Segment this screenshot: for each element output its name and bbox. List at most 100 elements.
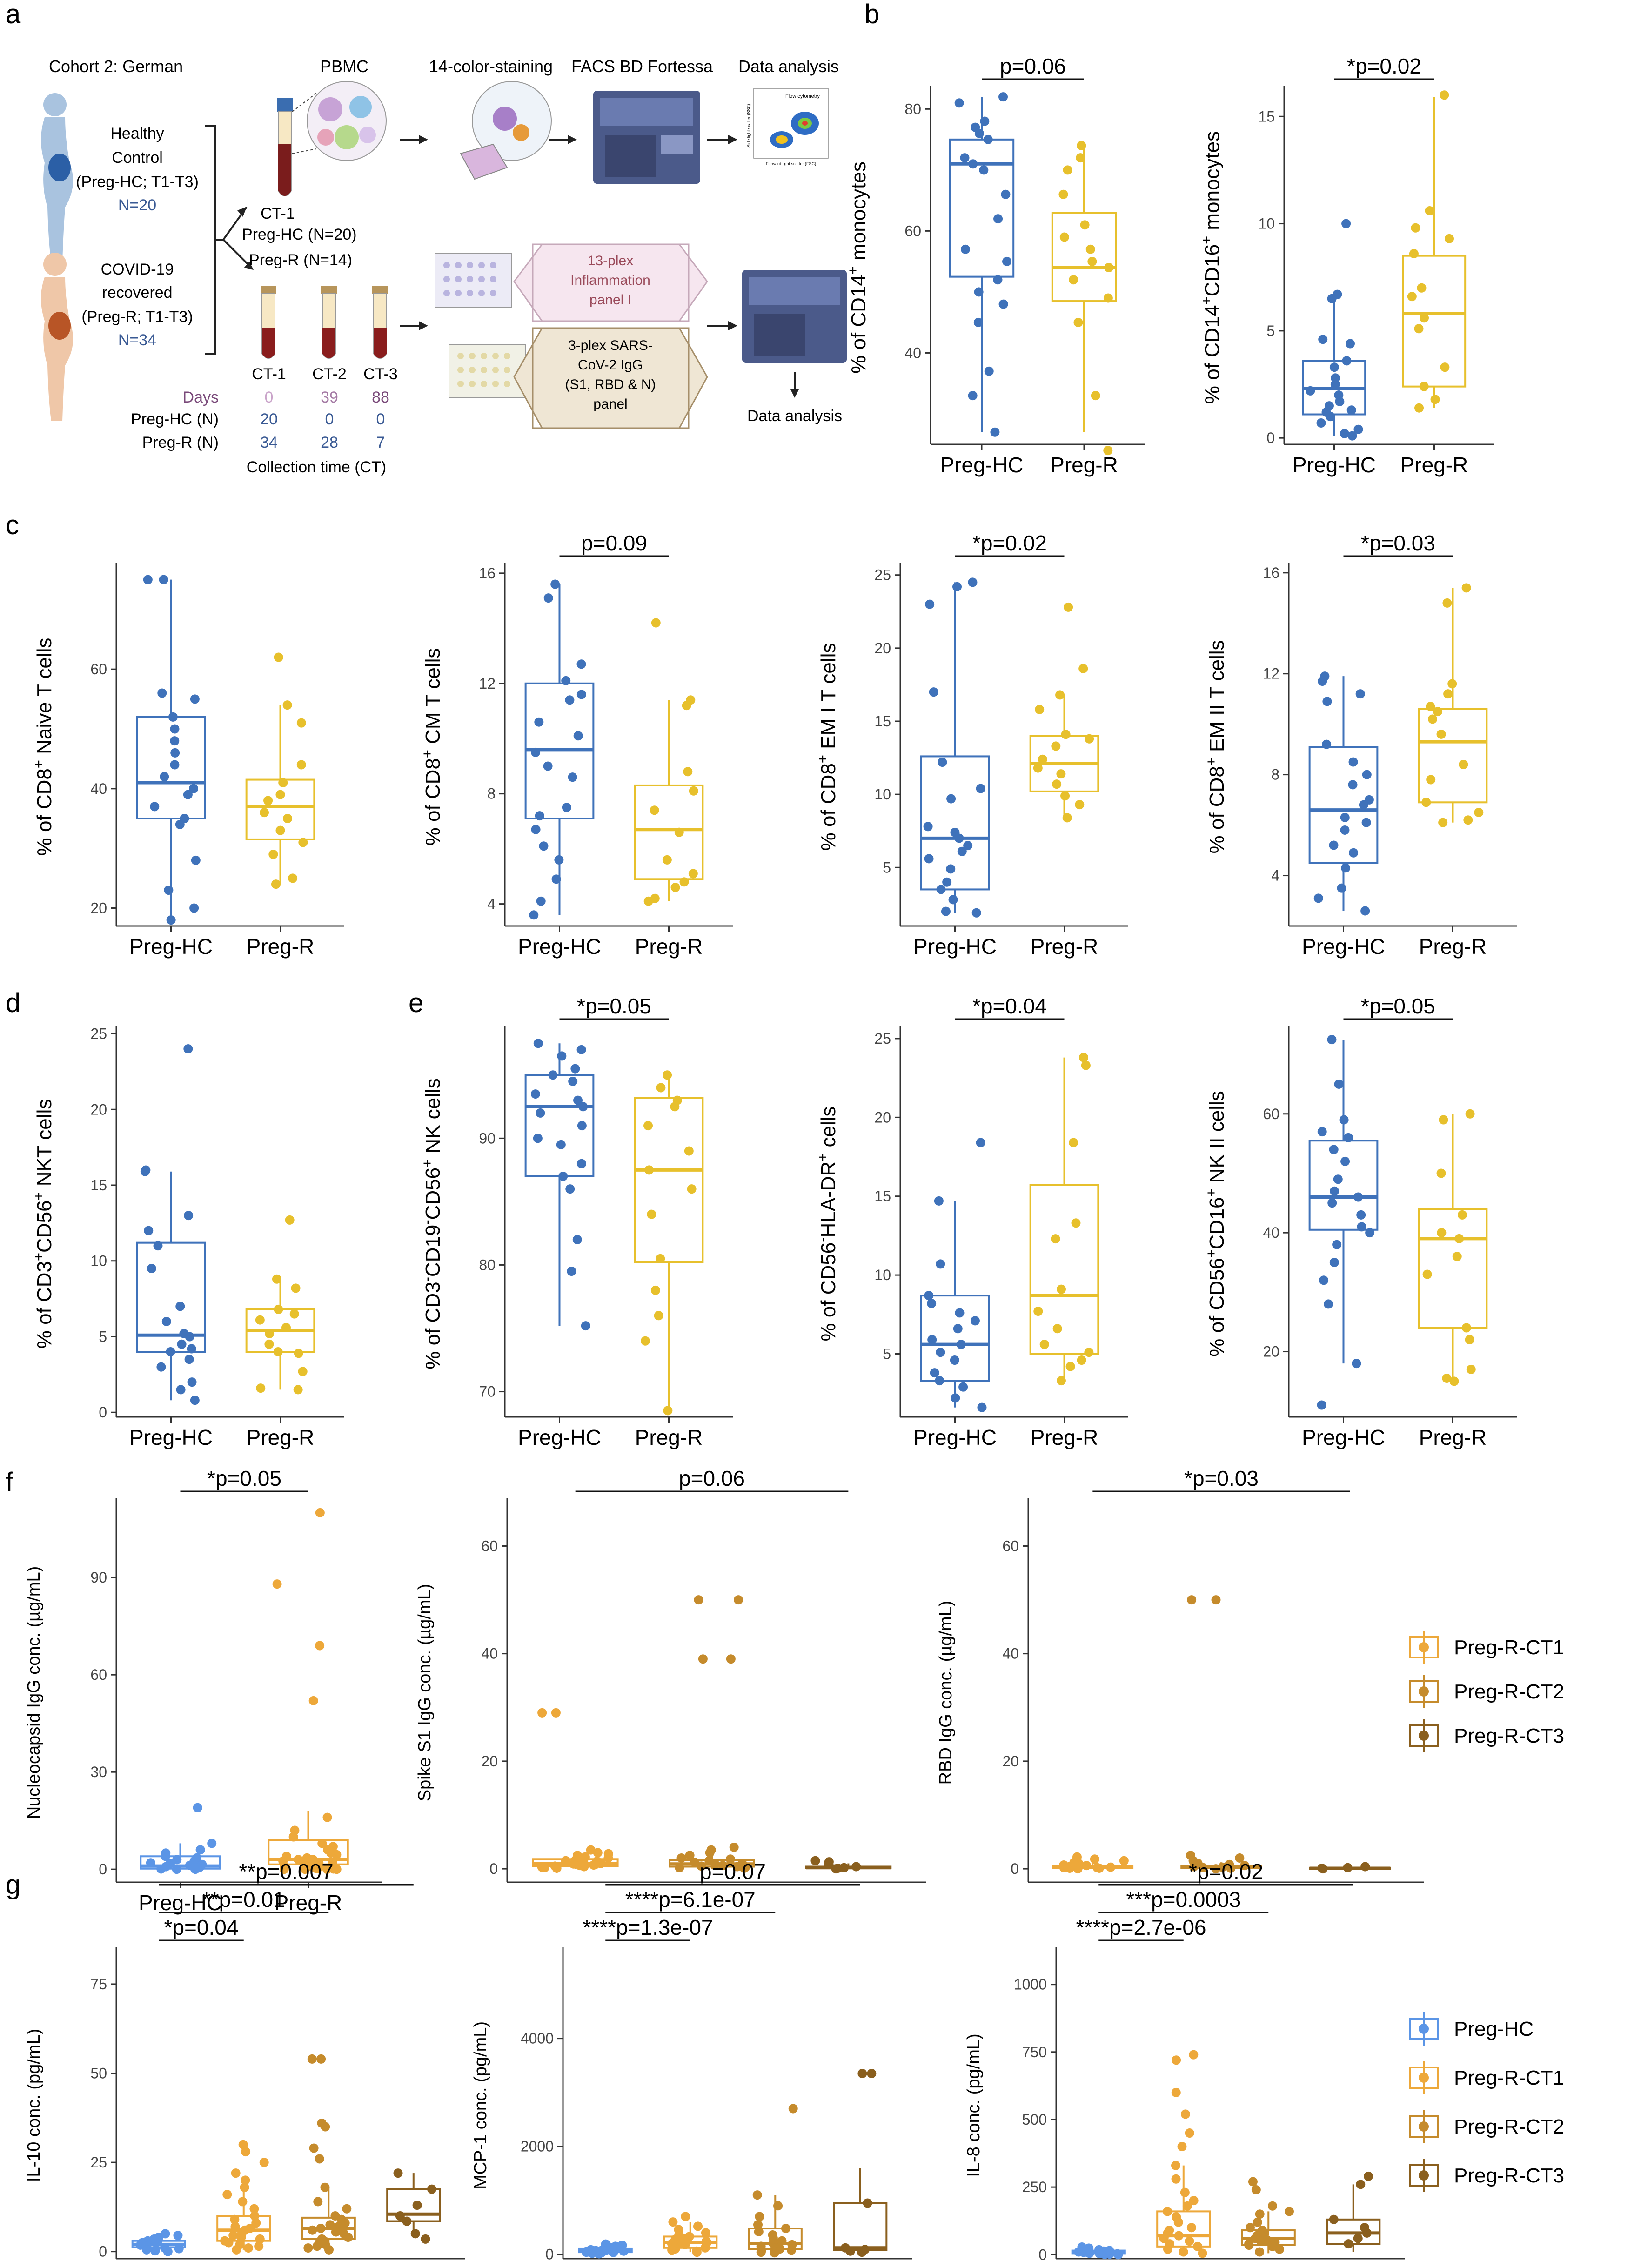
y-axis-label: RBD IgG conc. (µg/mL) <box>936 1601 956 1785</box>
y-axis-label: % of CD8+ Naive T cells <box>30 638 56 856</box>
chart-mcp1: 0 2000 4000 MCP-1 conc. (pg/mL) ****p=1.3e-0… <box>471 1859 912 2263</box>
y-tick-label: 16 <box>1263 564 1279 581</box>
svg-text:20: 20 <box>260 410 278 428</box>
data-point <box>307 2054 317 2064</box>
data-point <box>1240 1861 1250 1871</box>
data-point <box>946 794 956 804</box>
data-point <box>191 855 201 865</box>
data-point <box>1073 317 1083 327</box>
data-point <box>1339 1115 1349 1125</box>
data-point <box>150 2246 160 2256</box>
data-point <box>536 1108 545 1118</box>
data-point <box>1356 2180 1366 2189</box>
data-point <box>536 896 546 906</box>
data-point <box>998 92 1008 102</box>
data-point <box>1345 339 1355 349</box>
data-point <box>1060 791 1070 801</box>
data-point <box>552 1863 562 1873</box>
y-tick-label: 20 <box>481 1753 498 1770</box>
y-tick-label: 60 <box>1263 1106 1279 1122</box>
data-point <box>929 687 938 697</box>
data-point <box>1163 2244 1172 2254</box>
data-point <box>402 2216 412 2226</box>
y-axis-label: IL-8 conc. (pg/mL) <box>964 2033 984 2177</box>
data-point <box>144 1226 154 1235</box>
data-point <box>934 1196 944 1206</box>
x-tick-label: Preg-R <box>635 1425 703 1449</box>
data-point <box>1327 1198 1337 1208</box>
data-point <box>1065 1863 1074 1873</box>
luminex-machine-icon <box>742 270 847 363</box>
p-value-label: ****p=1.3e-07 <box>583 1915 713 1939</box>
data-point <box>979 165 989 175</box>
data-point <box>573 731 583 741</box>
data-point <box>1056 769 1066 779</box>
data-point <box>1360 1862 1370 1872</box>
data-point <box>973 317 983 327</box>
data-point <box>274 1304 283 1314</box>
data-point <box>177 1339 187 1349</box>
data-point <box>1322 697 1332 706</box>
y-axis-label: % of CD8+ EM I T cells <box>814 643 840 851</box>
svg-text:panel I: panel I <box>589 292 631 308</box>
data-point <box>1079 1053 1089 1062</box>
data-point <box>174 2244 184 2254</box>
data-point <box>222 2190 232 2200</box>
data-point <box>1327 1035 1337 1045</box>
data-point <box>1352 1359 1361 1369</box>
y-tick-label: 10 <box>874 786 891 803</box>
data-point <box>651 618 661 628</box>
x-tick-label: Preg-HC <box>1302 1425 1385 1449</box>
dotted-connector <box>292 93 317 154</box>
data-point <box>1069 275 1078 285</box>
data-point <box>187 1344 196 1354</box>
x-tick-label: Preg-HC <box>139 1891 222 1915</box>
box-iqr <box>833 2202 888 2251</box>
data-point <box>1171 2174 1181 2184</box>
data-point <box>681 2212 690 2221</box>
p-value-label: *p=0.02 <box>1189 1859 1263 1884</box>
hc-group-label: Healthy Control (Preg-HC; T1-T3) N=20 <box>76 125 199 214</box>
svg-text:Side light scatter (SSC): Side light scatter (SSC) <box>746 104 751 148</box>
data-point <box>573 1095 583 1105</box>
data-point <box>689 786 698 796</box>
data-point <box>395 2211 405 2221</box>
y-tick-label: 60 <box>90 661 107 678</box>
y-tick-label: 4 <box>487 896 496 913</box>
data-point <box>551 1708 561 1718</box>
data-point <box>1318 1864 1328 1874</box>
days-table: Days 0 39 88 Preg-HC (N) 20 0 0 Preg-R (… <box>131 389 389 451</box>
data-point <box>1069 1138 1078 1147</box>
y-tick-label: 0 <box>489 1860 498 1877</box>
data-point <box>777 2236 787 2246</box>
data-point <box>1061 730 1071 739</box>
y-tick-label: 15 <box>874 713 891 730</box>
data-point <box>1173 2217 1183 2227</box>
y-tick-label: 8 <box>1271 766 1279 783</box>
data-point <box>316 2223 326 2233</box>
data-point <box>168 712 178 722</box>
data-point <box>1459 759 1468 769</box>
data-point <box>1344 2239 1353 2249</box>
data-point <box>968 159 978 169</box>
panel-letter-b: b <box>864 0 879 29</box>
data-point <box>1342 356 1352 366</box>
data-point <box>250 2211 260 2221</box>
data-point <box>557 1051 567 1061</box>
data-point <box>1341 863 1351 873</box>
data-point <box>1465 1335 1474 1344</box>
y-tick-label: 4 <box>1271 867 1279 884</box>
data-point <box>845 2246 855 2256</box>
data-point <box>960 244 970 254</box>
data-point <box>1251 2185 1261 2194</box>
data-point <box>308 1696 318 1705</box>
data-point <box>1180 2109 1190 2119</box>
data-point <box>935 1376 944 1386</box>
chart-cd8-naive: 20 40 60 % of CD8+ Naive T cells Preg-HC Preg… <box>30 563 344 959</box>
data-point <box>1353 1192 1363 1202</box>
data-point <box>320 2182 330 2192</box>
step-facs: FACS BD Fortessa <box>571 57 713 76</box>
data-point <box>1426 775 1436 785</box>
data-point <box>1463 815 1473 825</box>
data-point <box>147 1264 156 1274</box>
